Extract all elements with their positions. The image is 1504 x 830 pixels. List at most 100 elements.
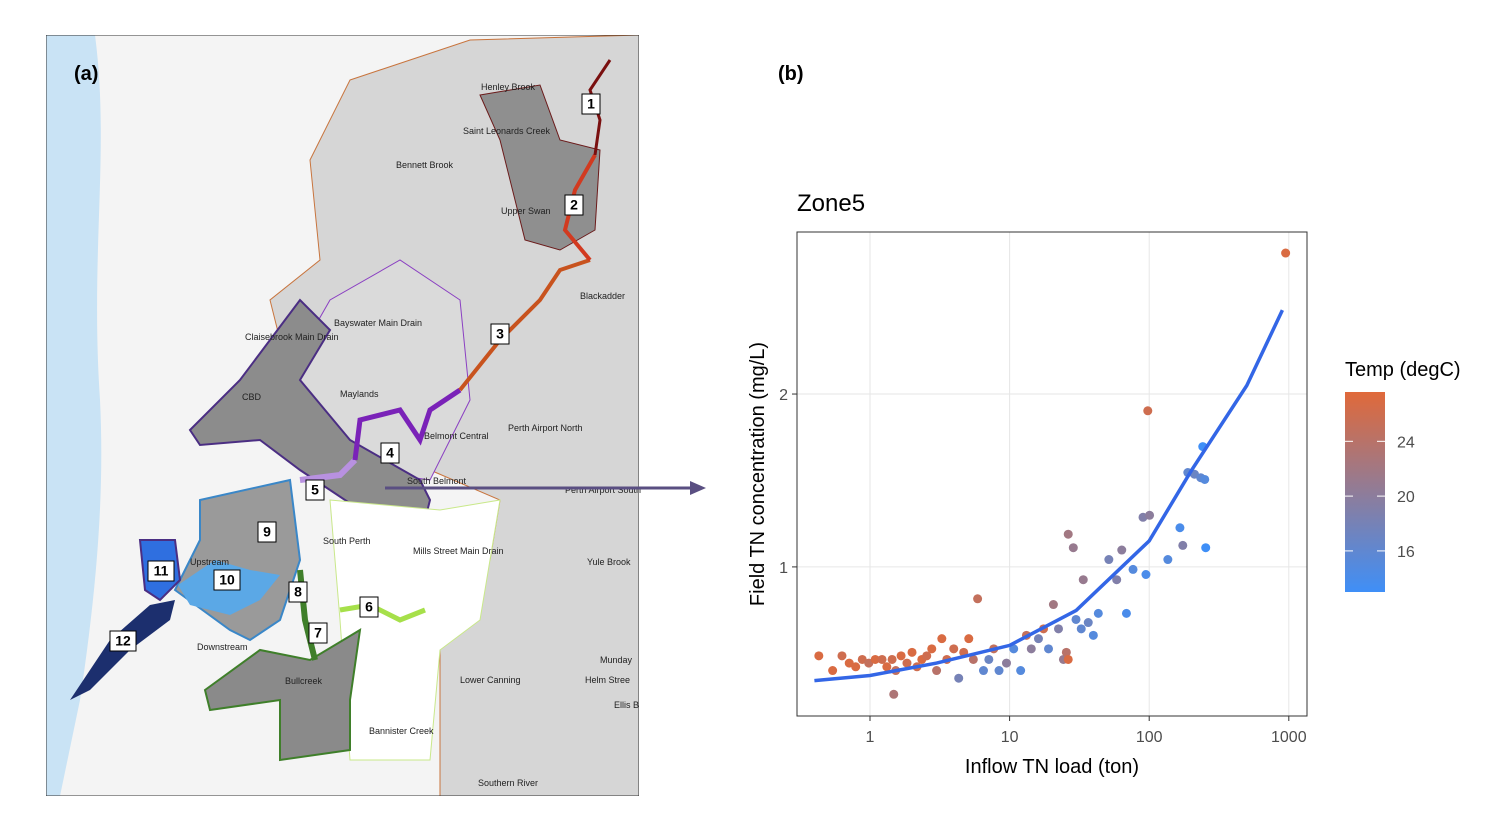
zone-label: 11: [154, 563, 169, 579]
point: [1128, 564, 1138, 574]
point: [887, 654, 897, 664]
point: [896, 651, 906, 661]
point: [902, 658, 912, 668]
point: [1083, 618, 1093, 628]
x-axis-label: Inflow TN load (ton): [965, 756, 1139, 778]
point: [1281, 248, 1291, 258]
point: [937, 634, 947, 644]
place-label: Bullcreek: [285, 676, 323, 686]
place-labels: Henley Brook Saint Leonards Creek Bennet…: [190, 82, 641, 788]
zone-label: 5: [311, 482, 319, 498]
point: [1175, 523, 1185, 533]
point: [837, 651, 847, 661]
place-label: Perth Airport North: [508, 423, 583, 433]
point: [1063, 529, 1073, 539]
point: [1141, 569, 1151, 579]
zone-box: [288, 581, 308, 603]
plot-border: [796, 231, 1308, 717]
point: [882, 662, 892, 672]
point: [1016, 666, 1026, 676]
zone-box: [257, 521, 277, 543]
point: [964, 634, 974, 644]
point: [1178, 540, 1188, 550]
place-label: Southern River: [478, 778, 538, 788]
place-label: Saint Leonards Creek: [463, 126, 551, 136]
panel-label: (a): [74, 63, 98, 85]
point: [1068, 543, 1078, 553]
place-label: Blackadder: [580, 291, 625, 301]
zone-river: [458, 258, 591, 392]
point: [1063, 654, 1073, 664]
point: [1053, 624, 1063, 634]
place-label: Downstream: [197, 642, 248, 652]
fit-line: [814, 309, 1284, 683]
point: [1104, 555, 1114, 565]
zone-box: [308, 622, 328, 644]
place-label: Upstream: [190, 557, 229, 567]
y-tick-label: 2: [779, 387, 788, 404]
zone-label: 12: [115, 633, 131, 649]
point: [1117, 545, 1127, 555]
place-label: Perth Airport South: [565, 485, 641, 495]
place-label: Munday: [600, 655, 633, 665]
point: [978, 666, 988, 676]
zone-area: [188, 298, 432, 542]
point: [907, 647, 917, 657]
point: [932, 666, 942, 676]
point: [994, 666, 1004, 676]
point: [927, 644, 937, 654]
point: [1009, 644, 1019, 654]
zone-labels: 1 2 3 4 5 6 7 8 9 10 11 12: [109, 93, 601, 652]
point: [1076, 624, 1086, 634]
y-axis-label: Field TN concentration (mg/L): [747, 342, 769, 606]
point: [1044, 644, 1054, 654]
point: [1145, 510, 1155, 520]
zone-box: [490, 323, 510, 345]
point: [1112, 575, 1122, 585]
zone-box: [564, 194, 584, 216]
panel-label: (b): [778, 63, 804, 85]
zone-label: 10: [219, 572, 235, 588]
zone-label: 7: [314, 625, 322, 641]
zone-label: 3: [496, 326, 504, 342]
x-tick-label: 1000: [1271, 729, 1307, 746]
place-label: Claisebrook Main Drain: [245, 332, 339, 342]
point: [1001, 658, 1011, 668]
place-label: Mills Street Main Drain: [413, 546, 504, 556]
zone-label: 1: [587, 96, 595, 112]
point: [1143, 406, 1153, 416]
point: [1071, 614, 1081, 624]
place-label: Belmont Central: [424, 431, 489, 441]
zone-river: [299, 457, 358, 483]
zone-label: 6: [365, 599, 373, 615]
point: [814, 651, 824, 661]
point: [1048, 600, 1058, 610]
point: [877, 654, 887, 664]
zone-area: [203, 628, 362, 762]
point: [828, 666, 838, 676]
place-label: South Perth: [323, 536, 371, 546]
colorbar-tick-label: 20: [1397, 489, 1415, 506]
point: [1163, 555, 1173, 565]
point: [922, 651, 932, 661]
chart: Zone5 1 10 100 1000 1 2 Inflow TN load (ton) Fie…: [747, 190, 1461, 778]
map: [46, 35, 639, 796]
colorbar: [1345, 392, 1385, 592]
place-label: Lower Canning: [460, 675, 521, 685]
point: [968, 654, 978, 664]
point: [1033, 634, 1043, 644]
place-label: Bannister Creek: [369, 726, 434, 736]
point: [1078, 575, 1088, 585]
place-label: Henley Brook: [481, 82, 536, 92]
colorbar-tick-label: 16: [1397, 544, 1415, 561]
place-label: Upper Swan: [501, 206, 551, 216]
chart-title: Zone5: [797, 190, 865, 217]
arrow-head: [690, 481, 706, 495]
zone-box: [147, 560, 175, 582]
place-label: Yule Brook: [587, 557, 631, 567]
zone-box: [581, 93, 601, 115]
place-label: Bayswater Main Drain: [334, 318, 422, 328]
zone-river: [339, 602, 426, 623]
point: [1121, 608, 1131, 618]
x-tick-label: 10: [1001, 729, 1019, 746]
